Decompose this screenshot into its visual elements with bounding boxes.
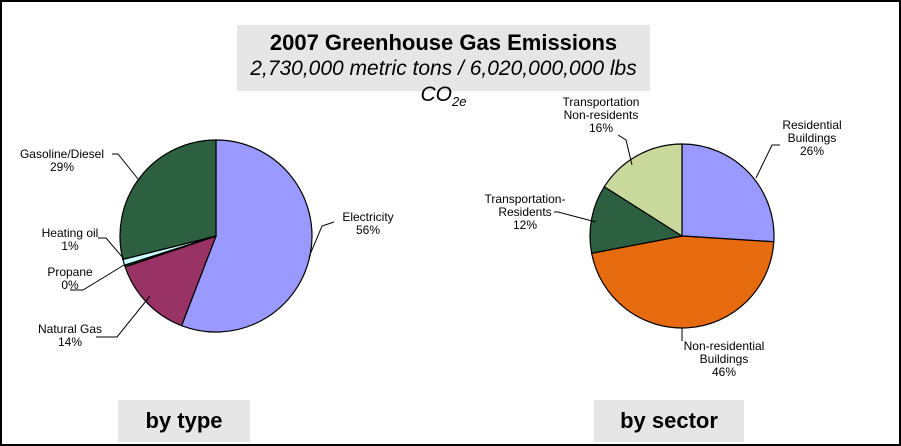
leader-line [554,211,597,223]
caption-by-sector: by sector [594,400,744,442]
leader-line [308,221,335,258]
slice-label-line: 29% [50,160,74,174]
pie-slice [589,185,684,254]
subtitle-subscript: 2e [452,94,467,110]
pie-slice [603,143,683,238]
pie-slice [119,139,217,261]
slice-label-line: Heating oil [42,226,99,240]
slice-label-line: 1% [61,239,79,253]
slice-label-line: Residential [782,118,841,132]
slice-label: Transportation-Residents 12% [485,192,566,232]
slice-label-line: Non-residential [684,339,765,353]
slice-label-line: 26% [800,144,824,158]
pie-slice [124,235,218,327]
chart-title: 2007 Greenhouse Gas Emissions [269,30,618,55]
slice-label-line: 16% [589,121,613,135]
slice-label: Residential Buildings 26% [782,118,841,158]
subtitle-text: 2,730,000 metric tons / 6,020,000,000 lb… [250,57,637,106]
slice-label: Non-residential Buildings 46% [684,339,765,379]
slice-label-line: Buildings [700,352,749,366]
slice-label-line: Electricity [342,210,393,224]
leader-line [70,264,125,291]
slice-label: Heating oil 1% [42,226,99,253]
slice-label-line: 46% [712,365,736,379]
title-box: 2007 Greenhouse Gas Emissions 2,730,000 … [237,25,650,109]
slice-label-line: 0% [61,278,79,292]
slice-label-line: 56% [356,223,380,237]
slice-label: Electricity 56% [342,210,393,237]
leader-line [96,295,151,338]
slice-label: Gasoline/Diesel 29% [20,147,104,174]
slice-label-line: Transportation [563,95,640,109]
pie-slice [590,235,775,329]
slice-label: Natural Gas 14% [38,322,102,349]
leader-line [98,237,125,260]
slice-label: Transportation Non-residents 16% [563,95,640,135]
leader-line [755,144,780,179]
caption-by-type: by type [118,400,250,442]
slice-label-line: Residents [498,205,551,219]
slice-label: Propane 0% [47,265,93,292]
slice-label-line: Propane [47,265,93,279]
slice-label-line: 14% [58,335,82,349]
slice-label-line: Buildings [788,131,837,145]
slice-label-line: 12% [513,218,537,232]
leader-line [112,153,139,180]
chart-subtitle: 2,730,000 metric tons / 6,020,000,000 lb… [237,56,650,115]
slice-label-line: Non-residents [564,108,639,122]
leader-line [617,134,633,166]
slice-label-line: Transportation- [485,192,566,206]
slice-label-line: Gasoline/Diesel [20,147,104,161]
slice-label-line: Natural Gas [38,322,102,336]
pie-slice [681,143,775,243]
